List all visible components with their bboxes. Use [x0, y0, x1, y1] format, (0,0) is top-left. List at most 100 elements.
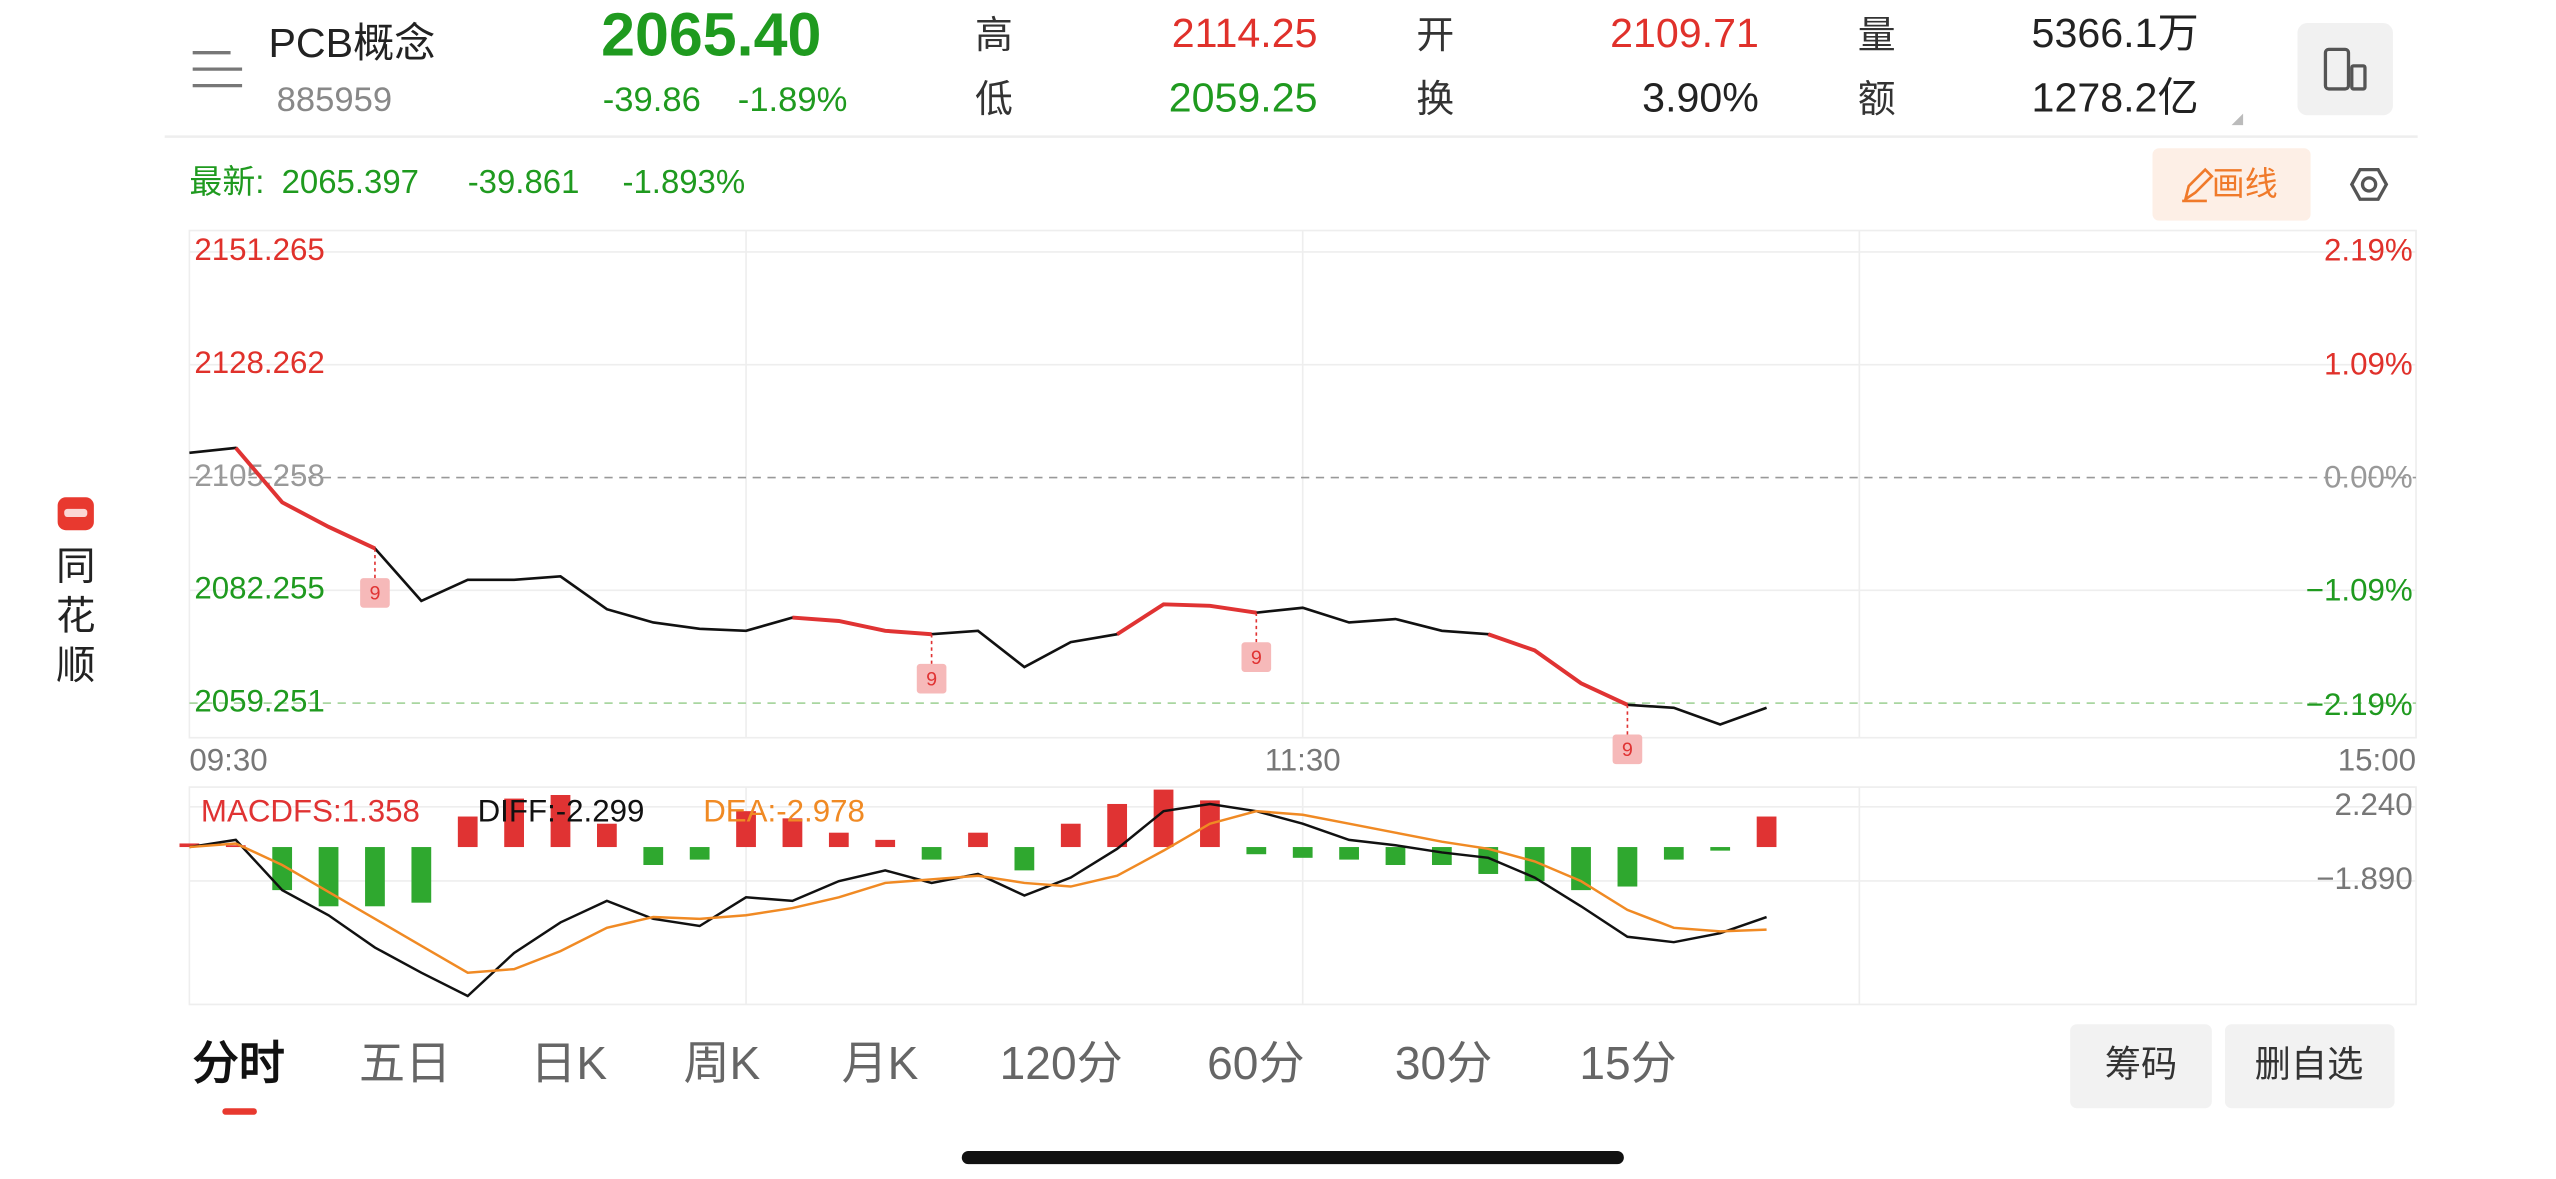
- macd-bar: [1524, 847, 1545, 882]
- stat-value: 3.90%: [1642, 74, 1759, 120]
- stat-value: 2114.25: [1172, 10, 1318, 56]
- latest-price: 2065.397: [282, 163, 419, 200]
- tab[interactable]: 120分: [1000, 1037, 1123, 1089]
- index-change: -39.86: [603, 81, 701, 119]
- macd-bar: [782, 818, 803, 848]
- price-line: [189, 446, 1768, 726]
- y2-tick-label: −2.19%: [2306, 687, 2413, 722]
- y-tick-label: 2059.251: [194, 683, 324, 718]
- latest-percent: -1.893%: [623, 163, 746, 200]
- macd-bar: [1571, 847, 1591, 891]
- tab[interactable]: 30分: [1395, 1037, 1492, 1089]
- legend-entry: DEA:-2.978: [703, 794, 865, 829]
- signal-segment: [234, 446, 376, 551]
- tab[interactable]: 周K: [683, 1037, 760, 1089]
- index-name: PCB概念: [268, 20, 435, 66]
- macd-bar: [1014, 847, 1035, 871]
- macd-bar: [1756, 816, 1777, 848]
- y2-tick-label: 1.09%: [2324, 347, 2413, 382]
- macd-line: [189, 802, 1767, 998]
- macd-bar: [504, 798, 524, 848]
- y2-tick-label: 0.00%: [2324, 460, 2413, 495]
- settings-icon[interactable]: [2349, 167, 2389, 201]
- macd-bar: [318, 847, 339, 907]
- button-bg: [2070, 1024, 2212, 1109]
- macd-line: [189, 809, 1767, 974]
- tab[interactable]: 15分: [1579, 1037, 1676, 1089]
- macd-bar: [1246, 847, 1267, 855]
- draw-line-label: 画线: [2212, 165, 2278, 202]
- signal-marker: [1241, 642, 1272, 672]
- stat-value: 2109.71: [1610, 10, 1759, 56]
- draw-line-button[interactable]: 画线: [2152, 148, 2311, 221]
- tab[interactable]: 五日: [359, 1037, 451, 1089]
- stat-value: 5366.1万: [2032, 10, 2199, 56]
- tab[interactable]: 分时: [193, 1037, 285, 1089]
- tab-indicator: [222, 1108, 257, 1115]
- y-tick-label: 2082.255: [194, 571, 324, 606]
- signal-marker: [1612, 734, 1643, 765]
- signal-segment: [792, 615, 932, 637]
- stat-value: 1278.2亿: [2032, 74, 2199, 120]
- phone-button[interactable]: [2297, 23, 2393, 116]
- macd-bar: [1710, 847, 1731, 851]
- macd-bar: [1663, 847, 1684, 860]
- macd-bar: [597, 823, 617, 848]
- y2-tick-label: 2.19%: [2324, 233, 2413, 268]
- tab[interactable]: 60分: [1207, 1037, 1304, 1089]
- y-tick-label: 2.240: [2334, 787, 2412, 822]
- signal-label: 9: [1251, 647, 1262, 669]
- brand-char: 顺: [56, 644, 96, 688]
- macd-bar: [736, 811, 756, 848]
- button[interactable]: 筹码: [2105, 1044, 2177, 1085]
- stat-label: 量: [1858, 15, 1896, 57]
- signal-segment: [1487, 632, 1629, 707]
- home-indicator: [961, 1151, 1624, 1165]
- tab-bar: 分时 五日 日K 周K 月K 120分 60分 30分 15分: [193, 1037, 1677, 1089]
- latest-change: -39.861: [468, 163, 580, 200]
- macd-bar: [1292, 847, 1313, 858]
- macd-bar: [968, 832, 988, 848]
- macd-bar: [828, 832, 849, 848]
- y-tick-label: −1.890: [2316, 861, 2413, 896]
- signal-label: 9: [926, 669, 937, 691]
- stat-label: 额: [1858, 79, 1896, 121]
- macd-bar: [1385, 847, 1406, 865]
- stat-value: 2059.25: [1169, 74, 1318, 120]
- latest-label: 最新:: [189, 163, 264, 200]
- stat-label: 换: [1416, 79, 1454, 121]
- macd-bar: [179, 843, 200, 848]
- brand-char: 同: [56, 545, 96, 589]
- macd-bar: [1153, 789, 1174, 848]
- signal-marker: [360, 578, 390, 608]
- menu-icon[interactable]: [192, 51, 243, 88]
- button[interactable]: 删自选: [2255, 1044, 2364, 1085]
- macd-bar: [643, 847, 664, 865]
- corner-mark: [2231, 113, 2244, 126]
- chart-layer: 2151.2652128.2622105.2582082.2552059.251…: [179, 230, 2416, 1005]
- legend-entry: DIFF:-2.299: [478, 794, 645, 829]
- signal-label: 9: [369, 583, 380, 605]
- legend-entry: MACDFS:1.358: [201, 794, 420, 829]
- index-price: 2065.40: [601, 1, 821, 69]
- index-code: 885959: [277, 81, 392, 119]
- button-bg: [2224, 1024, 2395, 1109]
- macd-bar: [1431, 847, 1452, 865]
- signal-marker: [916, 663, 947, 694]
- macd-bar: [457, 816, 478, 848]
- macd-bar: [1617, 847, 1638, 887]
- macd-bar: [1339, 847, 1359, 860]
- macd-bar: [1478, 847, 1499, 874]
- tab[interactable]: 日K: [530, 1037, 607, 1089]
- tab[interactable]: 月K: [842, 1037, 919, 1089]
- stat-label: 高: [975, 15, 1013, 57]
- y-tick-label: 2128.262: [194, 345, 324, 380]
- y2-tick-label: −1.09%: [2306, 573, 2413, 608]
- macd-bar: [689, 847, 710, 860]
- brand-icon: [57, 497, 94, 531]
- x-tick-label: 15:00: [2338, 743, 2416, 778]
- index-percent: -1.89%: [738, 81, 848, 119]
- x-tick-label: 11:30: [1265, 743, 1341, 778]
